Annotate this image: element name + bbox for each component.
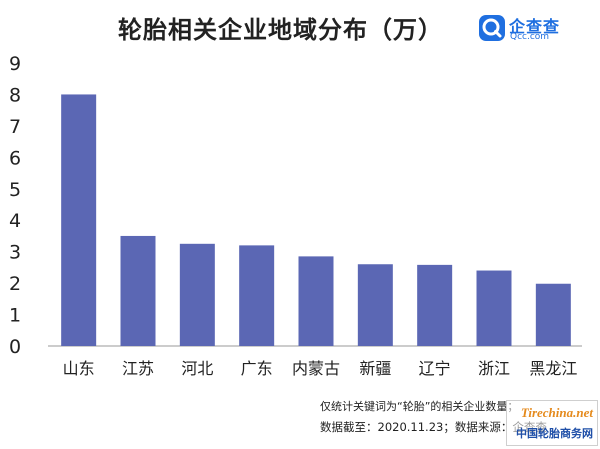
- bar-6: [357, 264, 393, 346]
- bar-7: [417, 264, 453, 346]
- x-category-label: 广东: [241, 359, 273, 378]
- watermark-brand: Tirechina.net: [520, 405, 593, 420]
- y-tick-label: 8: [9, 84, 21, 106]
- bar-4: [239, 245, 275, 346]
- y-tick-label: 1: [9, 305, 21, 327]
- x-axis-labels: 山东 江苏 河北 广东 内蒙古 新疆 辽宁 浙江 黑龙江: [63, 359, 578, 378]
- bar-5: [298, 256, 334, 346]
- watermark: Tirechina.net 中国轮胎商务网: [506, 400, 598, 446]
- qcc-logo-icon: [479, 15, 505, 41]
- y-tick-label: 5: [9, 179, 21, 201]
- x-category-label: 江苏: [122, 359, 154, 378]
- y-tick-label: 0: [9, 336, 21, 358]
- y-tick-label: 4: [9, 210, 21, 232]
- bar-8: [476, 270, 512, 346]
- bar-3: [179, 243, 215, 346]
- y-tick-label: 6: [9, 147, 21, 169]
- x-category-label: 新疆: [359, 359, 391, 378]
- logo-brand-en: Qcc.com: [510, 32, 550, 42]
- logo-brand-cn: 企查查: [509, 17, 561, 36]
- watermark-sub: 中国轮胎商务网: [516, 427, 593, 440]
- bar-1: [61, 94, 97, 346]
- x-category-label: 辽宁: [419, 359, 451, 378]
- y-axis-ticks: 0 1 2 3 4 5 6 7 8 9: [9, 53, 21, 358]
- bar-9: [535, 283, 571, 346]
- x-category-label: 山东: [63, 359, 95, 378]
- footnote-source: 数据截至：2020.11.23；数据来源：企查查: [320, 420, 547, 434]
- x-category-label: 内蒙古: [292, 359, 340, 378]
- y-tick-label: 7: [9, 116, 21, 138]
- y-tick-label: 9: [9, 53, 21, 75]
- qcc-logo: 企查查 Qcc.com: [478, 14, 588, 46]
- x-category-label: 黑龙江: [529, 359, 577, 378]
- bar-2: [120, 235, 156, 346]
- x-category-label: 河北: [181, 359, 213, 378]
- y-tick-label: 3: [9, 242, 21, 264]
- footnote-scope: 仅统计关键词为“轮胎”的相关企业数量；: [320, 400, 519, 413]
- chart-title: 轮胎相关企业地域分布（万）: [118, 16, 443, 44]
- x-category-label: 浙江: [478, 359, 510, 378]
- bars-group: [61, 94, 571, 346]
- y-tick-label: 2: [9, 273, 21, 295]
